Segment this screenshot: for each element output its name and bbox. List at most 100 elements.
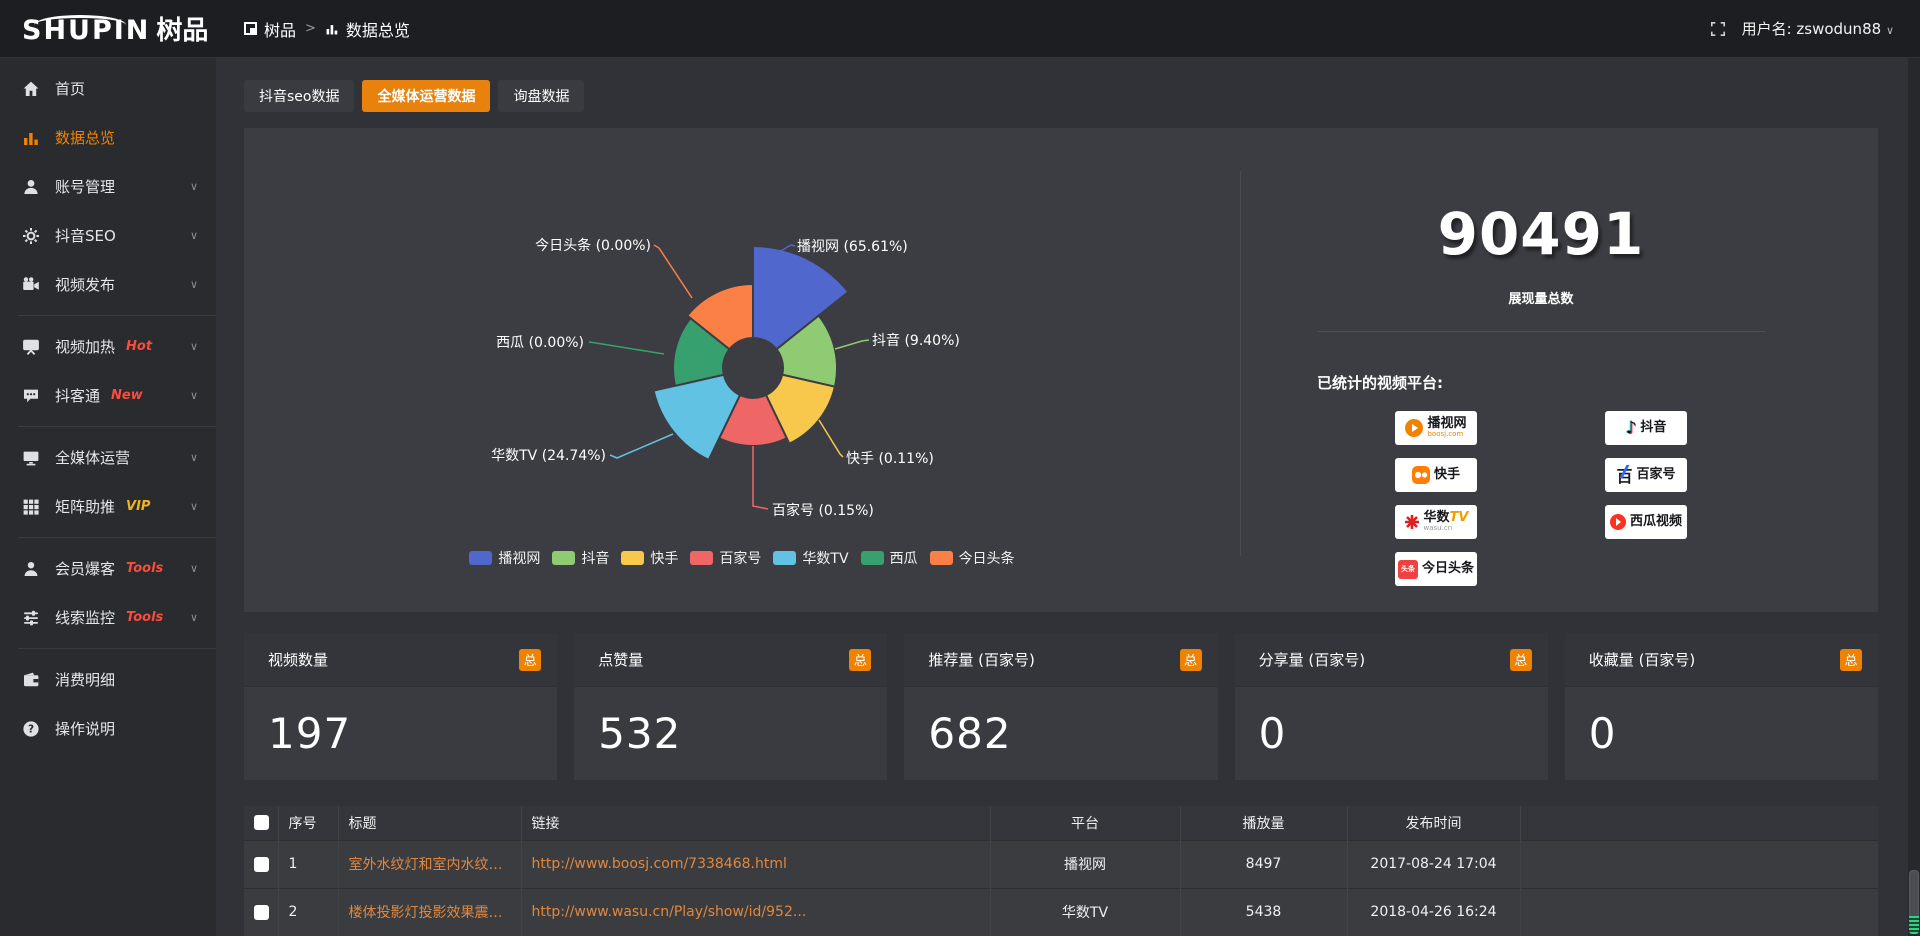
sidebar-badge-tools: Tools	[126, 610, 164, 625]
platform-logo-xigua: 西瓜视频	[1605, 505, 1687, 539]
rose-pie-chart: 播视网 (65.61%) 抖音 (9.40%) 快手 (0.11%) 百家号 (0.1…	[491, 237, 960, 519]
legend-label: 今日头条	[958, 551, 1015, 567]
legend-label: 抖音	[581, 551, 610, 567]
legend-item-快手[interactable]: 快手	[621, 548, 678, 568]
sidebar-item-3[interactable]: 账号管理 ∨	[0, 162, 216, 211]
tab-3[interactable]: 询盘数据	[498, 80, 585, 112]
platform-logo-boosj: 播视网 boosj.com	[1395, 411, 1477, 445]
select-all-checkbox[interactable]	[254, 815, 269, 831]
platform-name: 西瓜视频	[1629, 514, 1682, 530]
pie-slice-今日头条[interactable]	[685, 282, 754, 351]
total-badge: 总	[849, 648, 872, 671]
total-badge: 总	[519, 648, 542, 671]
sidebar-item-2[interactable]: 数据总览	[0, 113, 216, 162]
legend-item-华数TV[interactable]: 华数TV	[773, 548, 849, 568]
sidebar-item-5[interactable]: 视频发布 ∨	[0, 260, 216, 309]
chevron-down-icon: ∨	[189, 278, 198, 291]
stat-cards-row: 视频数量总 197 点赞量总 532 推荐量 (百家号) 总 682 分享量 (百家号) 总 0 收…	[244, 633, 1878, 780]
impressions-total: 90491	[1437, 200, 1645, 268]
legend-label: 华数TV	[802, 551, 849, 567]
fullscreen-icon[interactable]	[1710, 21, 1726, 37]
legend-item-百家号[interactable]: 百家号	[690, 548, 761, 568]
table-header-row: 序号 标题 链接 平台 播放量 发布时间	[244, 806, 1878, 840]
stat-card-3: 推荐量 (百家号) 总 682	[904, 633, 1218, 780]
sidebar-item-10[interactable]: 会员爆客 Tools ∨	[0, 544, 216, 593]
cell-empty	[1520, 887, 1878, 936]
row-checkbox[interactable]	[254, 904, 269, 920]
sidebar-item-8[interactable]: 全媒体运营 ∨	[0, 433, 216, 482]
legend-item-今日头条[interactable]: 今日头条	[929, 548, 1015, 568]
sidebar-item-12[interactable]: 消费明细	[0, 655, 216, 704]
sidebar-item-label: 视频加热	[55, 338, 116, 356]
pie-label-快手: 快手 (0.11%)	[846, 451, 934, 467]
platform-name: 今日头条	[1421, 561, 1474, 577]
legend-item-西瓜[interactable]: 西瓜	[860, 548, 918, 568]
legend-item-播视网[interactable]: 播视网	[469, 548, 540, 568]
toutiao-logo-icon: 头条	[1397, 559, 1418, 579]
pie-label-line-播视网	[773, 244, 796, 256]
sidebar-divider	[18, 537, 216, 538]
row-checkbox[interactable]	[254, 856, 269, 872]
breadcrumb-root[interactable]: 树品	[264, 20, 297, 40]
sidebar-item-1[interactable]: 首页	[0, 64, 216, 113]
cell-time: 2017-08-24 17:04	[1347, 839, 1521, 888]
sidebar-item-13[interactable]: ? 操作说明	[0, 704, 216, 753]
sidebar-item-label: 全媒体运营	[55, 449, 131, 467]
header-4: 平台	[990, 806, 1181, 840]
legend-swatch-华数TV	[773, 551, 797, 565]
gear-icon	[22, 227, 40, 245]
sidebar-item-9[interactable]: 矩阵助推 VIP ∨	[0, 482, 216, 531]
platform-logo-wasu: 华数TV wasu.cn	[1395, 505, 1477, 539]
logo-text-cn: 树品	[156, 16, 209, 46]
pie-label-今日头条: 今日头条 (0.00%)	[535, 237, 651, 254]
sidebar: 首页 数据总览 账号管理 ∨ 抖音SEO ∨ 视频发布 ∨ 视频加热 Hot ∨ 抖客通 New ∨ 全媒体…	[0, 58, 216, 936]
platform-subtext: wasu.cn	[1423, 523, 1453, 532]
cell-title[interactable]: 楼体投影灯投影效果震撼上市	[338, 887, 522, 936]
summary-divider	[1317, 331, 1765, 332]
stat-card-title: 视频数量	[268, 651, 329, 669]
sidebar-badge-new: New	[111, 388, 143, 403]
stat-card-value: 532	[598, 708, 682, 758]
person-icon	[22, 560, 40, 578]
sidebar-item-label: 操作说明	[55, 720, 116, 738]
username-menu[interactable]: 用户名: zswodun88 ∨	[1742, 18, 1894, 39]
pie-label-line-今日头条	[653, 244, 693, 299]
stat-card-5: 收藏量 (百家号) 总 0	[1564, 633, 1878, 780]
sidebar-item-7[interactable]: 抖客通 New ∨	[0, 371, 216, 420]
stat-card-2: 点赞量 总 532	[574, 633, 888, 780]
pie-slice-快手[interactable]	[764, 373, 837, 446]
cell-link[interactable]: http://www.boosj.com/7338468.html	[521, 839, 991, 888]
stat-card-body: 0	[1565, 687, 1878, 779]
tab-1[interactable]: 抖音seo数据	[244, 80, 355, 112]
legend-item-抖音[interactable]: 抖音	[552, 548, 609, 568]
sidebar-item-11[interactable]: 线索监控 Tools ∨	[0, 593, 216, 642]
cell-title[interactable]: 室外水纹灯和室内水纹灯的区别和简介	[338, 839, 522, 888]
legend-label: 百家号	[719, 551, 762, 567]
svg-text:?: ?	[28, 723, 34, 735]
pie-label-line-快手	[818, 419, 844, 458]
douyin-logo-icon: ♪	[1625, 418, 1637, 438]
chevron-down-icon: ∨	[189, 389, 198, 402]
stat-card-header: 分享量 (百家号) 总	[1234, 633, 1548, 687]
sidebar-item-6[interactable]: 视频加热 Hot ∨	[0, 322, 216, 371]
stat-card-body: 532	[574, 687, 887, 779]
stat-card-value: 0	[1588, 708, 1617, 758]
pie-slice-华数TV[interactable]	[652, 373, 742, 462]
cell-link[interactable]: http://www.wasu.cn/Play/show/id/952...	[521, 887, 991, 936]
username-label: 用户名: zswodun88	[1741, 20, 1882, 38]
chart-icon	[22, 129, 40, 147]
cell-platform: 播视网	[990, 839, 1181, 888]
kuaishou-logo-icon	[1411, 466, 1430, 484]
cell-time: 2018-04-26 16:24	[1347, 887, 1521, 936]
breadcrumb-app-icon	[244, 22, 257, 35]
tab-2[interactable]: 全媒体运营数据	[362, 80, 491, 112]
sidebar-item-4[interactable]: 抖音SEO ∨	[0, 211, 216, 260]
sidebar-divider	[18, 315, 216, 316]
platform-logo-douyin: ♪ 抖音	[1605, 411, 1687, 445]
pie-label-line-西瓜	[588, 341, 665, 355]
scrollbar-thumb[interactable]	[1909, 870, 1919, 920]
pie-slice-播视网[interactable]	[752, 244, 850, 351]
sidebar-item-label: 视频发布	[55, 276, 116, 294]
sidebar-divider	[18, 648, 216, 649]
pie-label-抖音: 抖音 (9.40%)	[872, 332, 960, 349]
